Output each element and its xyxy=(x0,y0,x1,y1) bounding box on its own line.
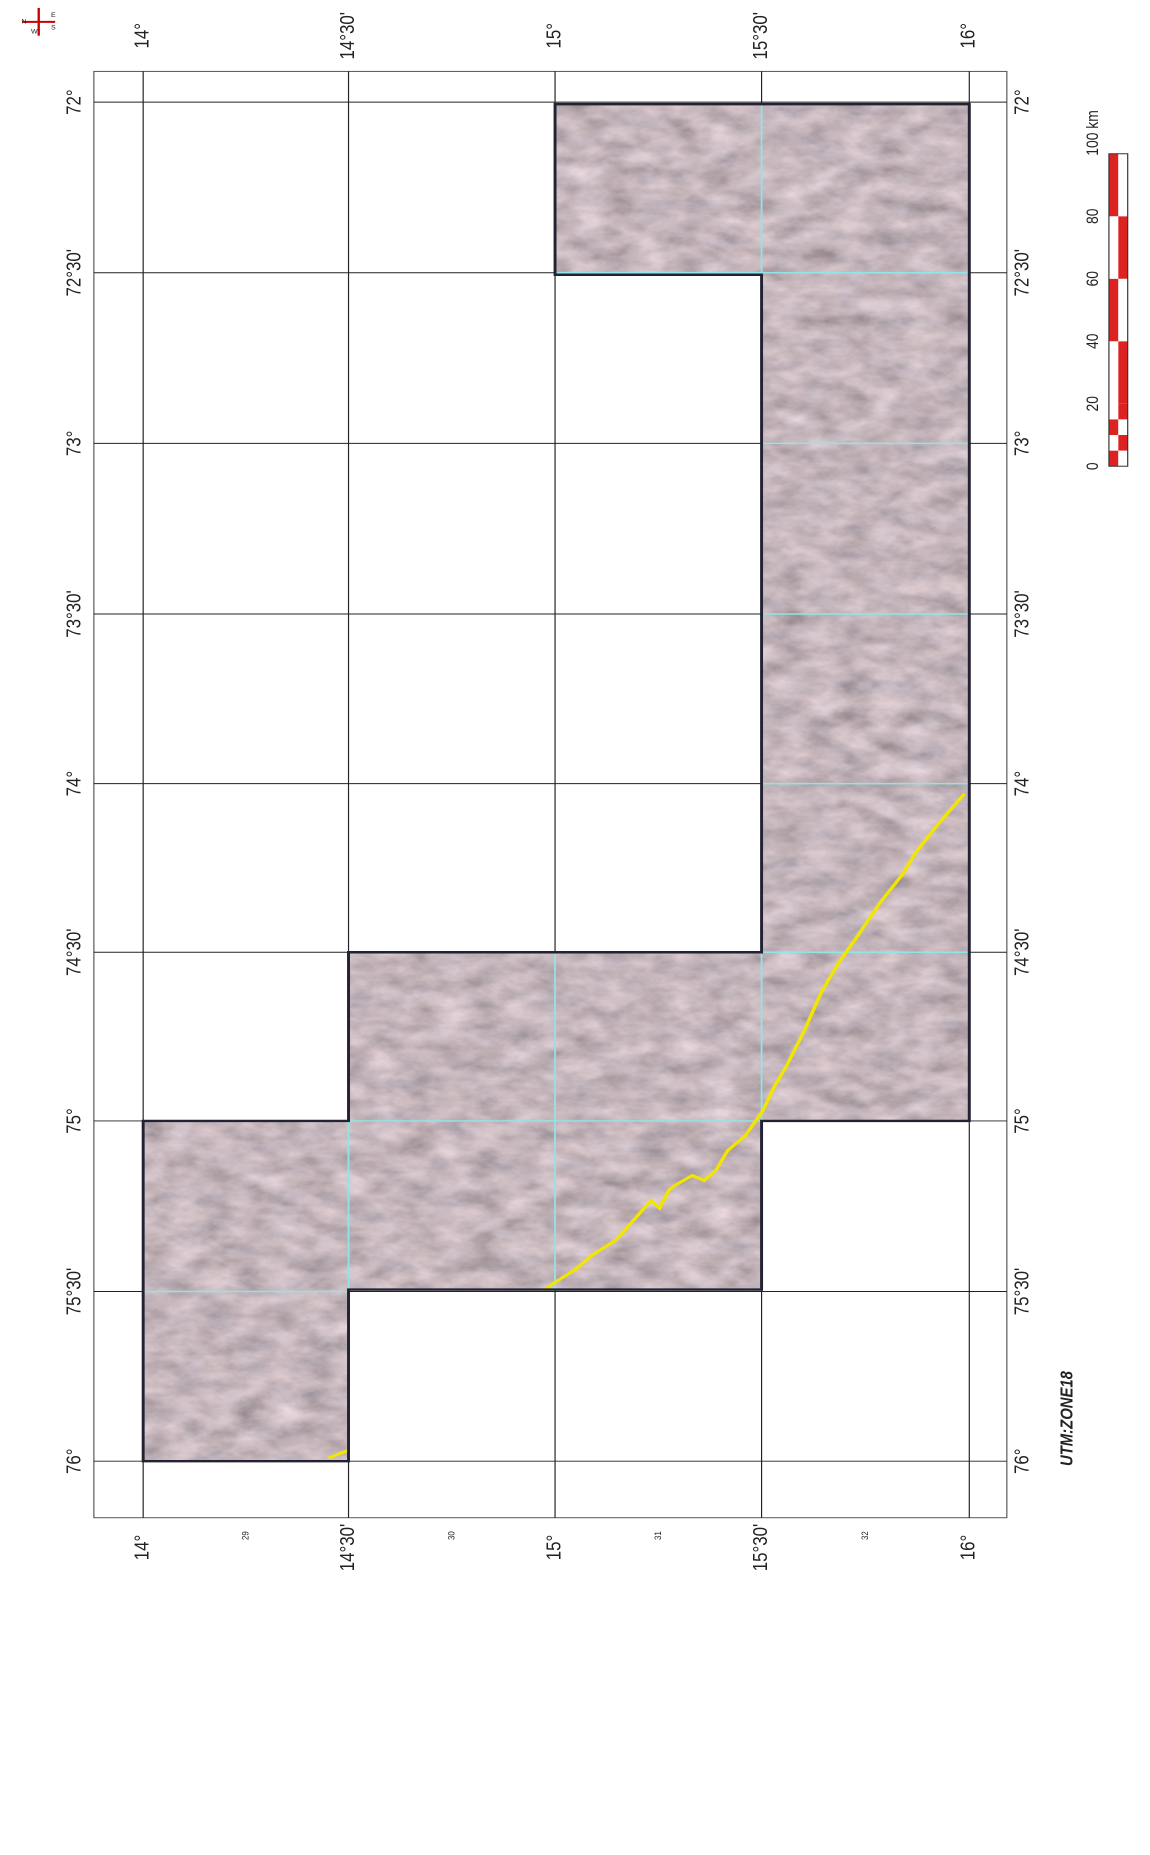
left-lon-label: 73°30' xyxy=(62,590,85,637)
left-lon-label: 75° xyxy=(62,1108,85,1134)
right-lon-label: 72° xyxy=(1010,89,1033,115)
compass-letter: N xyxy=(22,19,27,25)
scale-segment xyxy=(1118,154,1127,216)
scale-segment xyxy=(1109,435,1118,451)
right-lon-label: 75°30' xyxy=(1010,1268,1033,1315)
left-lon-label: 72° xyxy=(62,89,85,115)
top-lat-label: 15° xyxy=(542,23,565,49)
right-lon-label: 74° xyxy=(1010,771,1033,797)
scale-label: 100 km xyxy=(1084,110,1102,156)
scale-segment xyxy=(1109,341,1118,403)
scale-segment xyxy=(1109,279,1118,341)
left-lon-label: 74°30' xyxy=(62,929,85,976)
left-lon-label: 76° xyxy=(62,1448,85,1474)
right-lon-label: 73°30' xyxy=(1010,590,1033,637)
scale-segment xyxy=(1118,404,1127,420)
scale-segment xyxy=(1109,404,1118,420)
top-lat-label: 15°30' xyxy=(748,12,771,59)
scale-segment xyxy=(1109,419,1118,435)
top-lat-label: 16° xyxy=(956,23,979,49)
scale-segment xyxy=(1109,154,1118,216)
scale-bar: 0 20 40 60 80 100 km xyxy=(1084,110,1128,470)
sheet-number: 29 xyxy=(240,1531,251,1540)
bottom-lat-label: 15°30' xyxy=(748,1524,771,1571)
left-lon-label: 73° xyxy=(62,431,85,457)
scale-segment xyxy=(1118,419,1127,435)
scale-segment xyxy=(1118,451,1127,467)
bottom-lat-label: 14° xyxy=(130,1535,153,1561)
scale-label: 0 xyxy=(1084,462,1102,470)
map-sheet: 0 20 40 60 80 100 km 14° 14° 14°30' 14°30' 15° 15°… xyxy=(0,0,1150,1855)
top-lat-label: 14° xyxy=(130,23,153,49)
right-lon-label: 72°30' xyxy=(1010,249,1033,296)
left-lon-label: 74° xyxy=(62,771,85,797)
scale-label: 60 xyxy=(1084,271,1102,286)
right-lon-label: 74°30' xyxy=(1010,929,1033,976)
bottom-lat-label: 14°30' xyxy=(335,1524,358,1571)
compass-letter: W xyxy=(31,29,39,35)
right-lon-label: 73° xyxy=(1010,431,1033,457)
scale-segment xyxy=(1118,341,1127,403)
bottom-lat-label: 16° xyxy=(956,1535,979,1561)
scale-segment xyxy=(1118,279,1127,341)
bottom-lat-label: 15° xyxy=(542,1535,565,1561)
zone-label: UTM:ZONE18 xyxy=(1057,1370,1076,1466)
compass-letter: E xyxy=(51,13,56,19)
right-lon-label: 75° xyxy=(1010,1108,1033,1134)
scale-segment xyxy=(1109,451,1118,467)
scale-segment xyxy=(1118,435,1127,451)
scale-label: 40 xyxy=(1084,334,1102,349)
scale-segment xyxy=(1109,216,1118,278)
scale-label: 20 xyxy=(1084,396,1102,411)
right-lon-label: 76° xyxy=(1010,1448,1033,1474)
scale-label: 80 xyxy=(1084,209,1102,224)
sheet-number: 30 xyxy=(446,1531,457,1540)
sheet-number: 31 xyxy=(652,1531,663,1540)
scale-segment xyxy=(1118,216,1127,278)
sheet-number: 32 xyxy=(859,1531,870,1540)
left-lon-label: 75°30' xyxy=(62,1268,85,1315)
compass-letter: S xyxy=(51,25,56,31)
left-lon-label: 72°30' xyxy=(62,249,85,296)
top-lat-label: 14°30' xyxy=(335,12,358,59)
